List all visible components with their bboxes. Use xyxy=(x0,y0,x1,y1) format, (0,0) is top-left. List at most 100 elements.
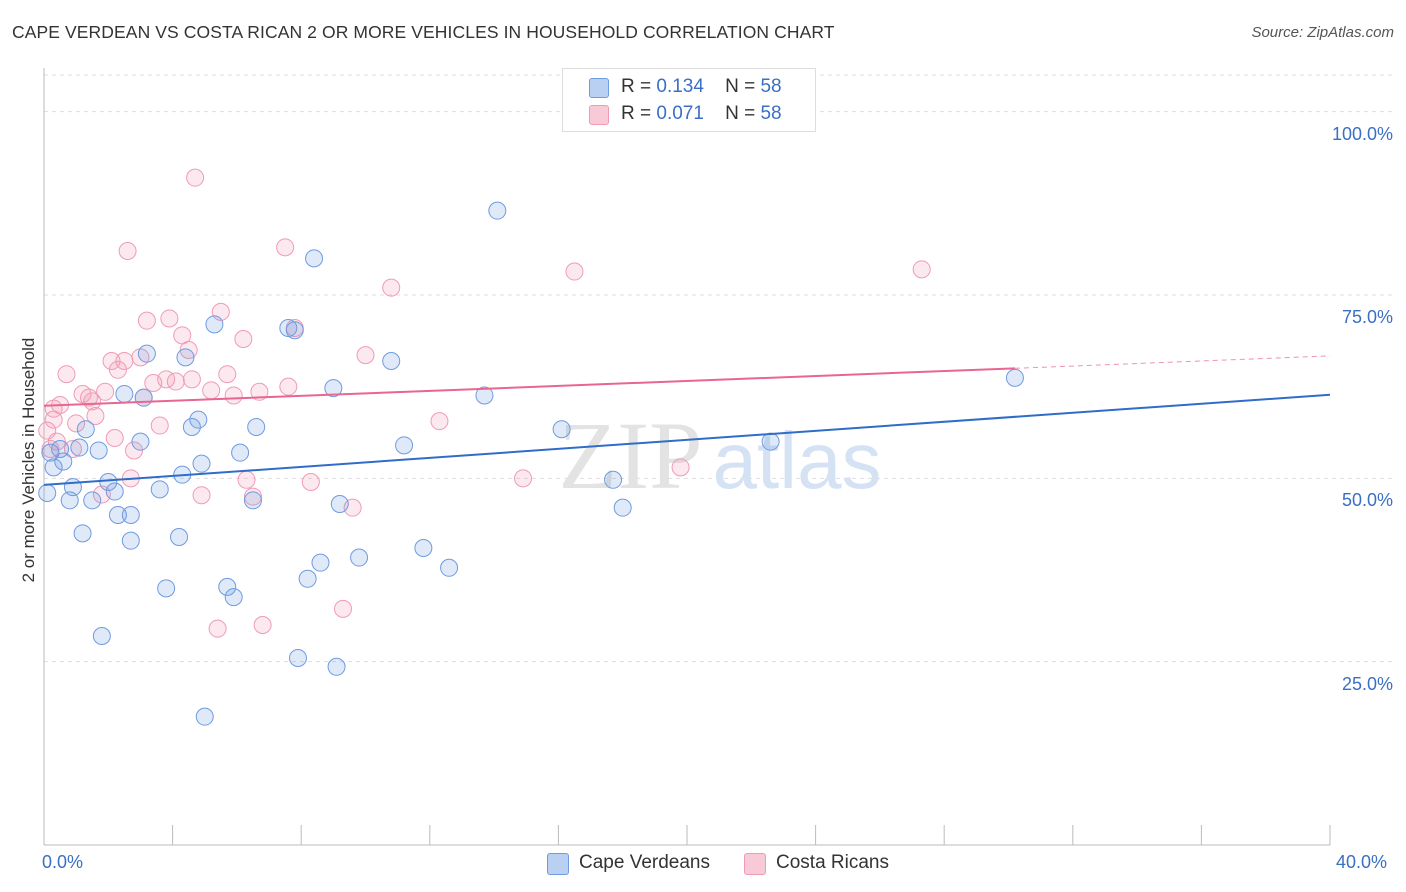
point-cape-verdean xyxy=(192,454,211,473)
trend-line-costa-ricans xyxy=(43,367,1015,407)
axes xyxy=(43,68,1331,846)
bottom-legend-swatch-pink xyxy=(744,853,766,875)
point-costa-rican xyxy=(565,262,584,281)
point-cape-verdean xyxy=(83,491,102,510)
point-cape-verdean xyxy=(243,491,262,510)
grid-lines xyxy=(44,74,1392,663)
point-cape-verdean xyxy=(54,452,73,471)
point-cape-verdean xyxy=(176,348,195,367)
legend-n-label: N = xyxy=(725,76,756,97)
point-costa-rican xyxy=(250,382,269,401)
point-cape-verdean xyxy=(305,249,324,268)
point-cape-verdean xyxy=(604,470,623,489)
point-cape-verdean xyxy=(552,420,571,439)
point-costa-rican xyxy=(192,486,211,505)
point-costa-rican xyxy=(514,469,533,488)
point-cape-verdean xyxy=(247,418,266,436)
point-costa-rican xyxy=(160,309,179,328)
point-costa-rican xyxy=(430,412,449,431)
source-label: Source: ZipAtlas.com xyxy=(1251,24,1394,41)
legend-r-label: R = xyxy=(621,76,652,97)
point-costa-rican xyxy=(115,352,134,370)
legend-n-value: 58 xyxy=(760,76,782,97)
legend-swatch-blue xyxy=(589,78,609,98)
point-cape-verdean xyxy=(205,315,224,334)
point-cape-verdean xyxy=(108,506,127,524)
point-cape-verdean xyxy=(131,432,150,451)
point-costa-rican xyxy=(150,416,169,435)
legend-swatch-pink xyxy=(589,105,609,125)
point-costa-rican xyxy=(96,382,115,401)
point-costa-rican xyxy=(671,458,690,477)
point-costa-rican xyxy=(105,429,124,447)
point-cape-verdean xyxy=(121,531,140,550)
point-cape-verdean xyxy=(440,558,459,577)
chart-title: CAPE VERDEAN VS COSTA RICAN 2 OR MORE VE… xyxy=(12,22,835,42)
point-costa-rican xyxy=(208,619,227,638)
point-cape-verdean xyxy=(224,588,243,607)
point-costa-rican xyxy=(333,599,352,618)
legend-r-value: 0.134 xyxy=(656,76,704,97)
point-cape-verdean xyxy=(382,352,401,370)
point-cape-verdean xyxy=(279,319,298,337)
point-cape-verdean xyxy=(311,553,330,572)
point-cape-verdean xyxy=(134,388,153,407)
point-cape-verdean xyxy=(488,201,507,220)
point-cape-verdean xyxy=(324,379,343,398)
point-costa-rican xyxy=(83,392,102,411)
point-costa-rican xyxy=(118,242,137,260)
series-cape-verdeans-points xyxy=(38,201,1024,726)
legend-r-value: 0.071 xyxy=(656,103,704,124)
point-cape-verdean xyxy=(189,410,208,429)
point-costa-rican xyxy=(67,414,86,433)
watermark-atlas: atlas xyxy=(713,416,882,505)
point-cape-verdean xyxy=(92,627,111,645)
point-cape-verdean xyxy=(285,321,304,340)
point-cape-verdean xyxy=(330,495,349,513)
point-cape-verdean xyxy=(218,577,237,596)
bottom-legend-label: Costa Ricans xyxy=(776,852,889,873)
point-cape-verdean xyxy=(137,344,156,363)
point-cape-verdean xyxy=(44,458,63,477)
point-costa-rican xyxy=(253,616,272,634)
point-costa-rican xyxy=(182,370,201,389)
legend-r-label: R = xyxy=(621,103,652,124)
point-cape-verdean xyxy=(60,491,79,510)
point-cape-verdean xyxy=(350,548,369,567)
point-costa-rican xyxy=(202,381,221,400)
point-cape-verdean xyxy=(195,707,214,726)
y-axis-label: 2 or more Vehicles in Household xyxy=(19,337,38,583)
point-cape-verdean xyxy=(89,441,108,460)
point-costa-rican xyxy=(224,386,243,405)
bottom-legend-swatch-blue xyxy=(547,853,569,875)
point-cape-verdean xyxy=(182,418,201,436)
series-costa-ricans-points xyxy=(38,168,931,638)
point-costa-rican xyxy=(44,399,63,418)
point-cape-verdean xyxy=(73,524,92,543)
point-costa-rican xyxy=(912,260,931,279)
point-costa-rican xyxy=(218,365,237,384)
point-cape-verdean xyxy=(121,506,140,524)
point-costa-rican xyxy=(237,470,256,489)
legend-n-value: 58 xyxy=(760,103,782,124)
y-tick-label: 25.0% xyxy=(1341,673,1393,694)
trend-line-costa-ricans-extension xyxy=(1014,355,1331,369)
point-cape-verdean xyxy=(170,528,189,546)
point-costa-rican xyxy=(276,238,295,257)
x-tick-label-max: 40.0% xyxy=(1336,852,1388,872)
watermark-zip: ZIP xyxy=(559,402,703,509)
point-costa-rican xyxy=(382,278,401,297)
point-costa-rican xyxy=(86,407,105,425)
point-costa-rican xyxy=(301,473,320,491)
watermark: ZIP atlas xyxy=(559,402,882,509)
point-cape-verdean xyxy=(105,482,124,501)
point-cape-verdean xyxy=(475,386,494,405)
y-tick-label: 75.0% xyxy=(1341,307,1393,327)
x-tick-label-min: 0.0% xyxy=(42,852,84,872)
point-cape-verdean xyxy=(76,420,95,439)
point-cape-verdean xyxy=(298,569,317,588)
point-costa-rican xyxy=(166,372,185,391)
point-costa-rican xyxy=(137,311,156,330)
point-costa-rican xyxy=(234,330,253,348)
